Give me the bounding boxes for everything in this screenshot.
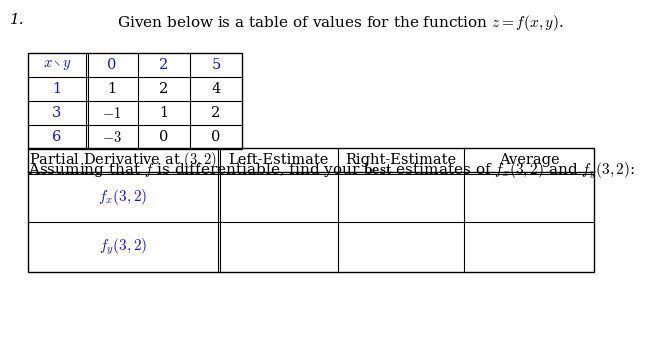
Text: 0: 0 (211, 130, 220, 144)
Text: Assuming that $f$ is differentiable, find your $\mathbf{best}$ estimates of $f_x: Assuming that $f$ is differentiable, fin… (28, 161, 635, 181)
Text: Given below is a table of values for the function $z = f(x, y)$.: Given below is a table of values for the… (117, 13, 563, 33)
Text: 2: 2 (159, 82, 168, 96)
Bar (28, 53, 242, 149)
Text: Average: Average (499, 153, 559, 167)
Text: 0: 0 (159, 130, 168, 144)
Text: 0: 0 (107, 58, 117, 72)
Text: 6: 6 (53, 130, 62, 144)
Text: 2: 2 (211, 106, 220, 120)
Text: $-3$: $-3$ (102, 130, 122, 144)
Text: 1: 1 (107, 82, 117, 96)
Text: Left-Estimate: Left-Estimate (228, 153, 328, 167)
Text: 3: 3 (53, 106, 62, 120)
Text: 5: 5 (211, 58, 220, 72)
Text: Right-Estimate: Right-Estimate (346, 153, 457, 167)
Text: 1: 1 (159, 106, 168, 120)
Text: $-1$: $-1$ (103, 106, 122, 120)
Text: 4: 4 (211, 82, 220, 96)
Text: $f_x(3, 2)$: $f_x(3, 2)$ (99, 187, 148, 207)
Text: Partial Derivative at $(3, 2)$: Partial Derivative at $(3, 2)$ (29, 150, 217, 170)
Text: $f_y(3, 2)$: $f_y(3, 2)$ (99, 237, 147, 257)
Bar (28, 148, 594, 272)
Text: $x \setminus y$: $x \setminus y$ (43, 58, 71, 72)
Text: 1.: 1. (10, 13, 25, 27)
Text: 1: 1 (53, 82, 61, 96)
Text: 2: 2 (159, 58, 168, 72)
